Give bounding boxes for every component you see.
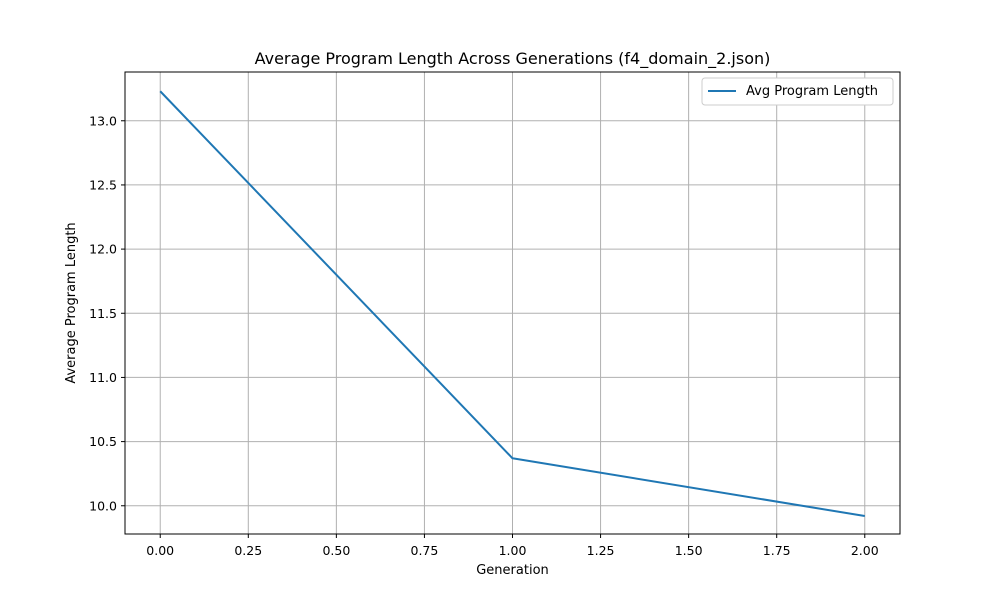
x-tick-label: 0.75 <box>411 543 439 558</box>
x-tick-label: 0.50 <box>322 543 350 558</box>
y-tick-label: 10.5 <box>89 434 117 449</box>
x-tick-label: 1.75 <box>763 543 791 558</box>
y-tick-label: 12.0 <box>89 242 117 257</box>
y-axis-label: Average Program Length <box>64 222 79 383</box>
y-tick-label: 12.5 <box>89 177 117 192</box>
x-axis-label: Generation <box>476 563 549 578</box>
legend-label: Avg Program Length <box>746 84 878 99</box>
x-tick-label: 1.25 <box>587 543 615 558</box>
legend-box <box>701 77 894 106</box>
chart-title: Average Program Length Across Generation… <box>255 49 771 69</box>
y-tick-label: 11.5 <box>89 306 117 321</box>
x-tick-label: 1.00 <box>499 543 527 558</box>
y-tick-label: 13.0 <box>89 113 117 128</box>
x-tick-label: 0.00 <box>146 543 174 558</box>
x-tick-label: 2.00 <box>851 543 879 558</box>
legend: Avg Program Length <box>701 77 894 106</box>
y-tick-label: 11.0 <box>89 370 117 385</box>
x-tick-label: 1.50 <box>675 543 703 558</box>
x-tick-label: 0.25 <box>234 543 262 558</box>
y-tick-label: 10.0 <box>89 498 117 513</box>
series-layer <box>159 90 865 518</box>
ticks: 0.00 0.25 0.50 0.75 1.00 1.25 1.50 1.75 2.00 10.0… <box>89 113 879 558</box>
grid <box>125 72 900 534</box>
